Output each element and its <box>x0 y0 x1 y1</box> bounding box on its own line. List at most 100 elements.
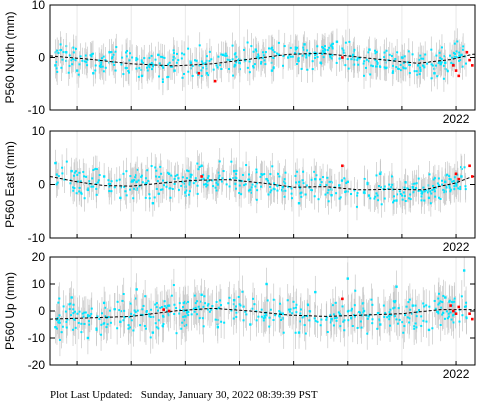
observation-point <box>66 318 69 321</box>
observation-point <box>104 66 107 69</box>
observation-point <box>263 173 266 176</box>
observation-point <box>353 304 356 307</box>
observation-point <box>83 311 86 314</box>
observation-point <box>276 184 279 187</box>
observation-point <box>409 193 412 196</box>
observation-point <box>343 319 346 322</box>
observation-point <box>232 74 235 77</box>
observation-point <box>294 331 297 334</box>
observation-point <box>234 176 237 179</box>
observation-point <box>344 64 347 67</box>
observation-point <box>197 73 200 76</box>
plot-updated-footer: Plot Last Updated: Sunday, January 30, 2… <box>50 389 318 401</box>
observation-point <box>138 185 141 188</box>
observation-point <box>162 66 165 69</box>
observation-point <box>327 189 330 192</box>
observation-point <box>202 183 205 186</box>
observation-point <box>403 55 406 58</box>
observation-point <box>91 177 94 180</box>
observation-point <box>326 176 329 179</box>
observation-point <box>406 316 409 319</box>
observation-point <box>260 62 263 65</box>
observation-point <box>367 51 370 54</box>
observation-point <box>297 57 300 60</box>
observation-point <box>235 55 238 58</box>
observation-point <box>185 177 188 180</box>
observation-point <box>247 178 250 181</box>
observation-point <box>403 194 406 197</box>
observation-point <box>78 190 81 193</box>
observation-point <box>216 183 220 186</box>
observation-point <box>276 189 279 192</box>
observation-point <box>321 49 324 52</box>
observation-point <box>151 331 155 334</box>
observation-point <box>146 169 149 172</box>
observation-point <box>235 187 238 190</box>
observation-point <box>235 169 238 172</box>
observation-point <box>384 311 387 314</box>
observation-point <box>455 50 458 53</box>
observation-point <box>141 181 144 184</box>
observation-point <box>257 57 260 60</box>
observation-point <box>316 320 319 323</box>
observation-point <box>100 333 103 336</box>
observation-point <box>208 310 211 313</box>
observation-point <box>60 48 63 51</box>
observation-point <box>194 302 197 305</box>
observation-point <box>201 317 204 320</box>
observation-point <box>392 300 395 303</box>
observation-point <box>288 54 291 57</box>
observation-point <box>120 63 123 66</box>
observation-point <box>195 313 198 316</box>
observation-point <box>80 331 83 334</box>
observation-point <box>430 77 433 80</box>
observation-point <box>289 46 292 49</box>
observation-point <box>145 181 148 184</box>
observation-point <box>147 179 150 182</box>
observation-point <box>273 188 276 191</box>
observation-point <box>338 197 341 200</box>
observation-point <box>243 184 246 187</box>
observation-point <box>90 312 93 315</box>
recent-observation-point <box>470 317 474 321</box>
observation-point <box>350 58 353 61</box>
observation-point <box>246 66 249 69</box>
observation-point <box>419 54 422 57</box>
observation-point <box>294 306 297 309</box>
observation-point <box>378 185 381 188</box>
observation-point <box>86 336 90 340</box>
observation-point <box>189 61 192 64</box>
observation-point <box>341 47 344 50</box>
observation-point <box>89 54 92 57</box>
observation-point <box>427 196 431 200</box>
panel-2: -20 -10 0 10 20 2022 P560 Up (mm) <box>3 250 476 381</box>
observation-point <box>283 195 286 198</box>
observation-point <box>255 319 258 322</box>
observation-point <box>269 191 272 194</box>
observation-point <box>411 304 414 307</box>
observation-point <box>297 60 300 63</box>
observation-point <box>346 58 349 61</box>
observation-point <box>392 201 395 204</box>
observation-point <box>215 300 218 303</box>
observation-point <box>194 180 197 183</box>
observation-point <box>448 300 451 303</box>
observation-point <box>362 309 366 313</box>
observation-point <box>393 315 396 318</box>
observation-point <box>188 183 191 186</box>
observation-point <box>167 172 171 175</box>
observation-point <box>173 312 176 315</box>
observation-point <box>362 311 365 314</box>
observation-point <box>177 177 180 180</box>
observation-point <box>100 323 103 326</box>
observation-point <box>238 184 241 187</box>
observation-point <box>167 313 170 316</box>
observation-point <box>291 55 294 58</box>
observation-point <box>444 185 447 188</box>
observation-point <box>61 166 64 169</box>
observation-point <box>90 55 93 58</box>
observation-point <box>56 49 59 52</box>
observation-point <box>310 188 313 191</box>
observation-point <box>161 306 164 309</box>
observation-point <box>180 327 183 330</box>
